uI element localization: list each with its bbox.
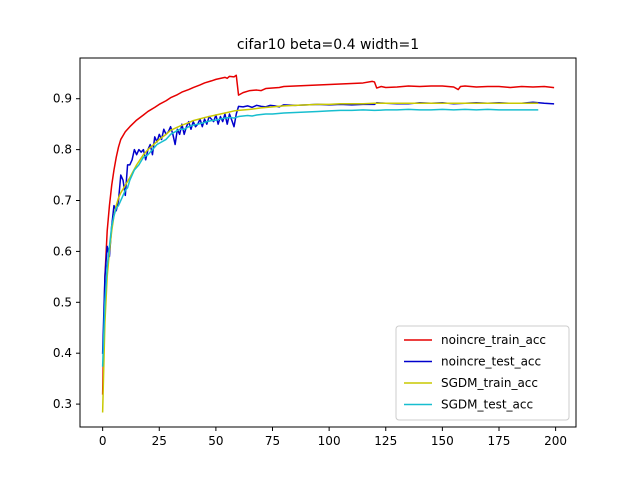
chart-title: cifar10 beta=0.4 width=1 xyxy=(237,37,419,53)
y-tick-label: 0.9 xyxy=(53,92,72,106)
legend-box xyxy=(395,325,570,421)
y-tick-label: 0.5 xyxy=(53,295,72,309)
legend-label-SGDM_train_acc: SGDM_train_acc xyxy=(441,376,538,390)
series-layer xyxy=(101,74,555,413)
y-tick-label: 0.3 xyxy=(53,397,72,411)
x-tick-label: 25 xyxy=(152,434,167,448)
y-tick-label: 0.8 xyxy=(53,143,72,157)
y-axis: 0.3 0.4 0.5 0.6 0.7 0.8 0.9 xyxy=(53,92,80,411)
x-tick-label: 200 xyxy=(544,434,567,448)
x-tick-label: 75 xyxy=(265,434,280,448)
y-tick-label: 0.4 xyxy=(53,346,72,360)
y-tick-label: 0.6 xyxy=(53,244,72,258)
plot-frame xyxy=(79,57,577,428)
x-tick-label: 100 xyxy=(318,434,341,448)
legend: noincre_train_acc noincre_test_acc SGDM_tr… xyxy=(395,325,570,421)
series-line-SGDM_test_acc xyxy=(101,108,539,367)
x-tick-label: 0 xyxy=(99,434,107,448)
series-line-noincre_train_acc xyxy=(101,74,555,395)
x-tick-label: 50 xyxy=(208,434,223,448)
series-line-noincre_test_acc xyxy=(101,101,555,354)
legend-label-noincre_train_acc: noincre_train_acc xyxy=(441,333,546,347)
y-tick-label: 0.7 xyxy=(53,194,72,208)
legend-label-SGDM_test_acc: SGDM_test_acc xyxy=(441,398,533,412)
x-tick-label: 125 xyxy=(374,434,397,448)
legend-label-noincre_test_acc: noincre_test_acc xyxy=(441,355,541,369)
x-tick-label: 150 xyxy=(431,434,454,448)
x-tick-label: 175 xyxy=(488,434,511,448)
series-line-SGDM_train_acc xyxy=(101,102,539,413)
x-axis: 0 25 50 75 100 125 150 175 200 xyxy=(99,427,567,448)
